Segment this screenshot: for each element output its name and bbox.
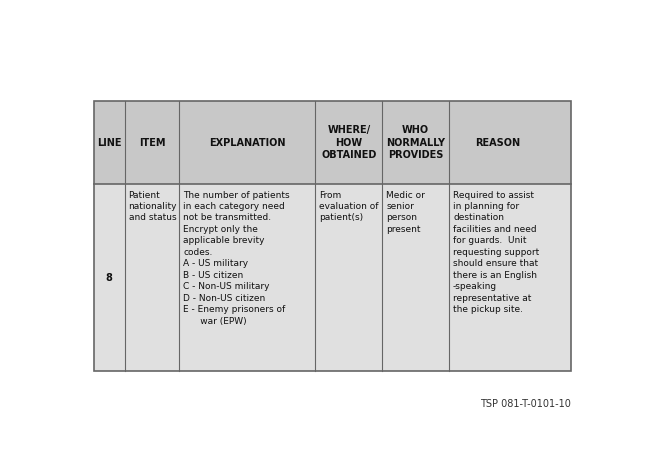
Text: WHO
NORMALLY
PROVIDES: WHO NORMALLY PROVIDES	[386, 125, 445, 160]
Bar	[93, 101, 571, 372]
Text: EXPLANATION: EXPLANATION	[209, 138, 286, 147]
Text: Patient
nationality
and status: Patient nationality and status	[128, 190, 177, 222]
Text: REASON: REASON	[476, 138, 520, 147]
Text: ITEM: ITEM	[139, 138, 165, 147]
Text: Required to assist
in planning for
destination
facilities and need
for guards.  : Required to assist in planning for desti…	[453, 190, 539, 314]
Bar	[93, 184, 571, 372]
Text: The number of patients
in each category need
not be transmitted.
Encrypt only th: The number of patients in each category …	[183, 190, 290, 326]
Text: 8: 8	[106, 273, 113, 283]
Text: From
evaluation of
patient(s): From evaluation of patient(s)	[319, 190, 379, 222]
Bar	[93, 101, 571, 184]
Text: LINE: LINE	[97, 138, 121, 147]
Text: Medic or
senior
person
present: Medic or senior person present	[386, 190, 425, 234]
Text: TSP 081-T-0101-10: TSP 081-T-0101-10	[480, 399, 571, 410]
Text: WHERE/
HOW
OBTAINED: WHERE/ HOW OBTAINED	[321, 125, 376, 160]
